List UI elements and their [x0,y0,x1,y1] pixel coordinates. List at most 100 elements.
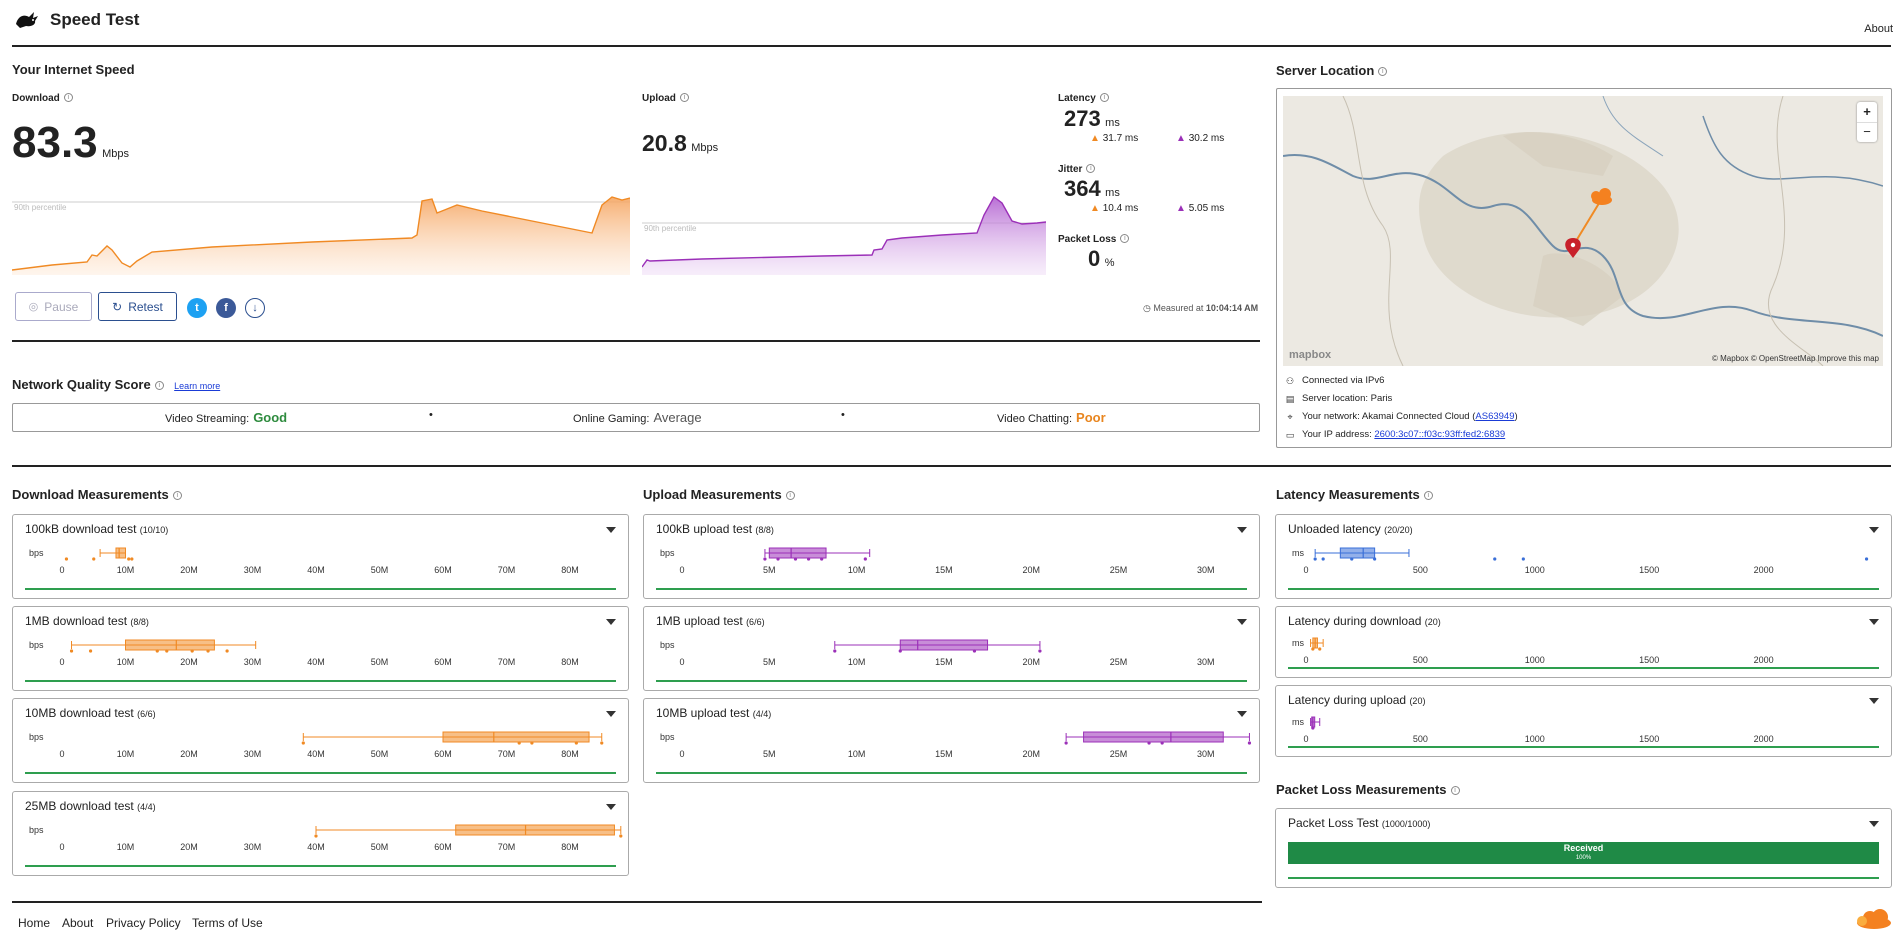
status-line [1288,588,1879,590]
footer-terms-link[interactable]: Terms of Use [192,916,263,930]
ip-address-link[interactable]: 2600:3c07::f03c:93ff:fed2:6839 [1374,429,1506,440]
info-icon[interactable]: i [785,491,795,500]
download-speed-chart: 90th percentile [12,196,630,275]
upload-value: 20.8 Mbps [642,130,719,156]
chevron-down-icon[interactable] [606,804,616,810]
tick-label: 20M [1022,749,1040,759]
twitter-icon[interactable]: t [187,298,207,318]
sample-point [190,649,194,653]
sample-point [806,557,811,561]
tick-label: 0 [59,749,64,759]
chevron-down-icon[interactable] [606,619,616,625]
tick-label: 0 [679,749,684,759]
footer-divider [12,901,1262,903]
zoom-in-button[interactable]: + [1863,104,1871,119]
tick-label: 0 [59,565,64,575]
sample-point [1521,557,1525,561]
card-title: 100kB download test (10/10) [25,522,169,536]
sample-point [165,649,169,653]
info-icon[interactable]: i [1086,164,1096,173]
sample-point [206,649,210,653]
jitter-up: ▲ 5.05 ms [1176,203,1225,214]
tick-label: 40M [307,565,325,575]
tick-label: 0 [1303,655,1308,665]
network-icon: ⚇ [1285,375,1295,386]
retest-button[interactable]: ↻ Retest [98,292,177,321]
download-test-card[interactable]: 100kB download test (10/10) bps 0 10M 20M 30M… [12,514,629,599]
tick-label: 0 [679,657,684,667]
sample-point [1313,557,1317,561]
status-line [25,772,616,774]
chevron-down-icon[interactable] [1237,619,1247,625]
latency-test-card[interactable]: Latency during upload (20) ms 0 500 1000 1500… [1275,685,1892,757]
chevron-down-icon[interactable] [1237,711,1247,717]
status-line [656,772,1247,774]
chevron-down-icon[interactable] [1869,698,1879,704]
server-map[interactable]: mapbox © Mapbox © OpenStreetMap Improve … [1283,96,1883,366]
pause-button[interactable]: ◎ Pause [15,292,92,321]
tick-label: 0 [59,657,64,667]
sample-point [92,557,96,561]
chevron-down-icon[interactable] [1237,527,1247,533]
upload-test-card[interactable]: 10MB upload test (4/4) bps 0 5M 10M 15M 20M 25M… [643,698,1260,783]
upload-test-card[interactable]: 100kB upload test (8/8) bps 0 5M 10M 15M 20M 25… [643,514,1260,599]
info-icon[interactable]: i [1450,786,1460,795]
card-title: Latency during upload (20) [1288,693,1426,707]
learn-more-link[interactable]: Learn more [174,381,221,391]
info-icon[interactable]: i [1423,491,1433,500]
measured-at: ◷ Measured at 10:04:14 AM [1143,303,1259,313]
footer-home-link[interactable]: Home [18,916,51,930]
boxplot-chart: bps 0 5M 10M 15M 20M 25M 30M [660,639,1215,667]
tick-label: 50M [371,657,389,667]
info-icon[interactable]: i [1120,234,1130,243]
chevron-down-icon[interactable] [1869,821,1879,827]
sample-point [314,834,318,838]
sample-point [517,741,521,745]
packet-loss-test-card[interactable]: Packet Loss Test (1000/1000) Received 10… [1275,808,1892,888]
download-test-card[interactable]: 1MB download test (8/8) bps 0 10M 20M 30M 40M 5… [12,606,629,691]
server-network-line: ⌖ Your network: Akamai Connected Cloud (… [1285,411,1517,422]
about-link[interactable]: About [1864,23,1893,35]
status-line [25,680,616,682]
server-ip-line: ▭ Your IP address: 2600:3c07::f03c:93ff:… [1285,429,1506,440]
tick-label: 10M [117,565,135,575]
upload-label: Upload i [642,93,689,104]
footer-privacy-link[interactable]: Privacy Policy [106,916,181,930]
iqr-box [455,824,615,836]
chevron-down-icon[interactable] [1869,527,1879,533]
upload-test-card[interactable]: 1MB upload test (6/6) bps 0 5M 10M 15M 20M 25M 3… [643,606,1260,691]
footer-about-link[interactable]: About [62,916,94,930]
cloudflare-logo-icon [1857,909,1891,929]
jitter-down: ▲ 10.4 ms [1090,203,1139,214]
sample-point [64,557,69,561]
tick-label: 0 [59,842,64,852]
tick-label: 25M [1110,749,1128,759]
pause-icon: ◎ [28,301,39,313]
info-icon[interactable]: i [172,491,182,500]
asn-link[interactable]: AS63949 [1475,411,1515,422]
chevron-down-icon[interactable] [606,711,616,717]
percentile-label: 90th percentile [644,224,697,233]
info-icon[interactable]: i [679,93,689,102]
download-test-card[interactable]: 25MB download test (4/4) bps 0 10M 20M 30M 40M… [12,791,629,876]
speed-divider [12,340,1260,342]
chevron-down-icon[interactable] [1869,619,1879,625]
facebook-icon[interactable]: f [216,298,236,318]
info-icon[interactable]: i [1099,93,1109,102]
info-icon[interactable]: i [154,381,164,390]
latency-test-card[interactable]: Unloaded latency (20/20) ms 0 500 1000 1500 20… [1275,514,1892,599]
info-icon[interactable]: i [1378,67,1388,76]
unit-label: ms [1292,548,1304,558]
tick-label: 500 [1413,655,1428,665]
tick-label: 1000 [1525,565,1545,575]
refresh-icon: ↻ [112,299,123,314]
latency-test-card[interactable]: Latency during download (20) ms 0 500 1000 15… [1275,606,1892,678]
brand[interactable]: Speed Test [14,10,139,30]
zoom-out-button[interactable]: − [1857,122,1877,142]
info-icon[interactable]: i [63,93,73,102]
tick-label: 30M [244,657,262,667]
chevron-down-icon[interactable] [606,527,616,533]
download-test-card[interactable]: 10MB download test (6/6) bps 0 10M 20M 30M 40M… [12,698,629,783]
download-results-icon[interactable]: ↓ [245,298,265,318]
tick-label: 1500 [1639,565,1659,575]
